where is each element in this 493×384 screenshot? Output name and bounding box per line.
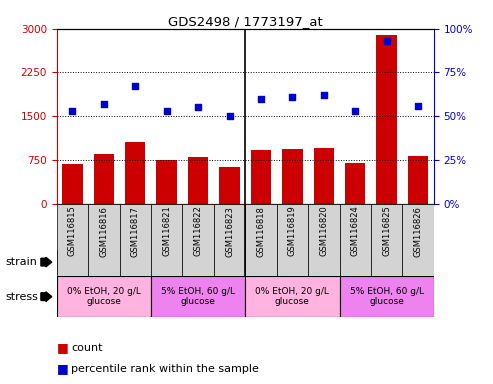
Text: ■: ■ [57, 341, 69, 354]
Bar [57, 276, 151, 317]
Bar [371, 204, 402, 276]
Bar [219, 167, 240, 204]
Bar [340, 204, 371, 276]
Text: 5% EtOH, 60 g/L
glucose: 5% EtOH, 60 g/L glucose [350, 287, 423, 306]
Text: percentile rank within the sample: percentile rank within the sample [71, 364, 259, 374]
Point [194, 104, 202, 111]
Bar [402, 204, 434, 276]
Text: GSM116815: GSM116815 [68, 206, 77, 257]
Point [288, 94, 296, 100]
Point [69, 108, 76, 114]
Text: GSM116819: GSM116819 [288, 206, 297, 257]
Text: GSM116817: GSM116817 [131, 206, 140, 257]
Bar [251, 150, 271, 204]
Text: wild type: wild type [126, 257, 176, 267]
Point [226, 113, 234, 119]
Text: GSM116825: GSM116825 [382, 206, 391, 257]
Text: 0% EtOH, 20 g/L
glucose: 0% EtOH, 20 g/L glucose [255, 287, 329, 306]
Bar [282, 149, 303, 204]
Bar [408, 156, 428, 204]
Bar [308, 204, 340, 276]
Bar [188, 157, 209, 204]
Bar [245, 276, 340, 317]
Text: GSM116821: GSM116821 [162, 206, 171, 257]
Bar [62, 164, 83, 204]
Bar [345, 163, 365, 204]
Text: GSM116822: GSM116822 [194, 206, 203, 257]
Title: GDS2498 / 1773197_at: GDS2498 / 1773197_at [168, 15, 322, 28]
Bar [214, 204, 246, 276]
Bar [314, 147, 334, 204]
Bar [119, 204, 151, 276]
Bar [57, 250, 245, 275]
Bar [125, 142, 145, 204]
Bar [245, 250, 434, 275]
Text: GSM116820: GSM116820 [319, 206, 328, 257]
Point [414, 103, 422, 109]
Text: GSM116823: GSM116823 [225, 206, 234, 257]
Text: ■: ■ [57, 362, 69, 375]
Text: count: count [71, 343, 103, 353]
Bar [340, 276, 434, 317]
Bar [88, 204, 119, 276]
Point [163, 108, 171, 114]
Bar [277, 204, 308, 276]
Bar [245, 204, 277, 276]
Bar [156, 160, 177, 204]
Bar [377, 35, 397, 204]
Text: strain: strain [5, 257, 37, 267]
Bar [57, 204, 88, 276]
Point [320, 92, 328, 98]
Point [131, 83, 139, 89]
Text: mutant spt15: mutant spt15 [302, 257, 377, 267]
Bar [182, 204, 214, 276]
Text: stress: stress [5, 291, 38, 302]
Text: GSM116826: GSM116826 [414, 206, 423, 257]
Text: GSM116816: GSM116816 [99, 206, 108, 257]
Bar [151, 204, 182, 276]
Point [100, 101, 108, 107]
Bar [151, 276, 245, 317]
Point [257, 96, 265, 102]
Point [352, 108, 359, 114]
Text: GSM116818: GSM116818 [256, 206, 266, 257]
Text: 5% EtOH, 60 g/L
glucose: 5% EtOH, 60 g/L glucose [161, 287, 235, 306]
Point [383, 38, 390, 44]
Text: GSM116824: GSM116824 [351, 206, 360, 257]
Bar [94, 154, 114, 204]
Text: 0% EtOH, 20 g/L
glucose: 0% EtOH, 20 g/L glucose [67, 287, 141, 306]
